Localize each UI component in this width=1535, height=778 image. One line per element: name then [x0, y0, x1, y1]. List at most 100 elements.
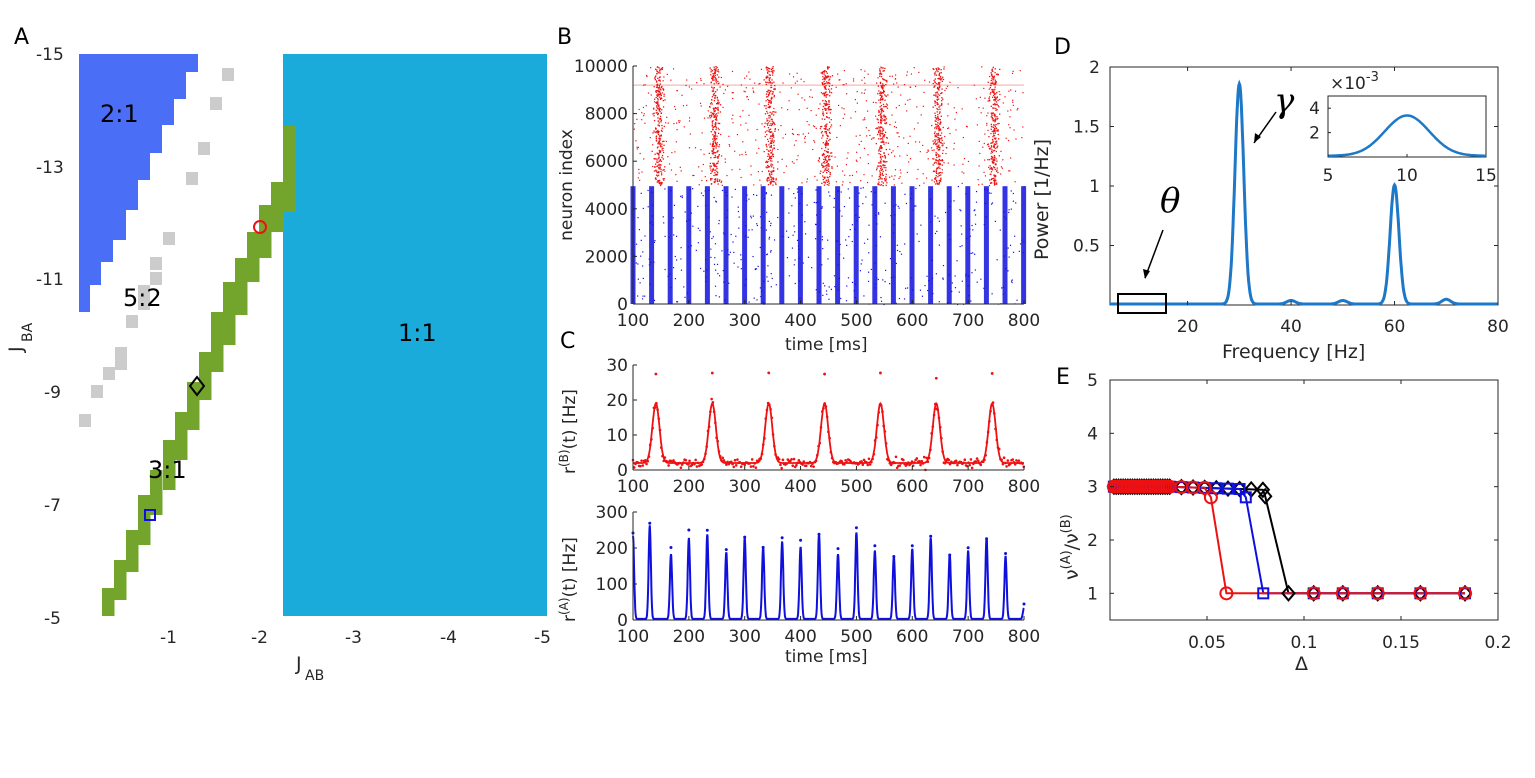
spike-b — [825, 132, 827, 134]
spike-b — [940, 69, 942, 71]
spike-b — [770, 97, 773, 99]
spike-b — [770, 163, 772, 165]
b-xlabel: time [ms] — [785, 335, 868, 355]
spike-b — [1022, 126, 1024, 128]
spike-b — [656, 132, 658, 134]
rate-b-point — [920, 459, 924, 463]
spike-b — [867, 73, 869, 75]
spike-b — [866, 181, 869, 184]
rate-b-point — [1011, 458, 1015, 461]
spike-b — [826, 129, 829, 131]
spike-b — [992, 103, 994, 106]
spike-a — [849, 228, 851, 231]
rate-b-point — [811, 462, 814, 466]
spike-a — [799, 297, 801, 299]
spike-b — [767, 96, 769, 98]
d-ytick: 0.5 — [1073, 237, 1100, 257]
spike-a — [856, 220, 858, 222]
spike-a — [951, 282, 953, 284]
spike-b — [864, 82, 866, 84]
spike-b — [997, 145, 999, 147]
spike-b — [660, 94, 663, 97]
spike-b — [750, 174, 752, 176]
spike-b — [768, 144, 770, 146]
spike-b — [771, 150, 774, 152]
spike-b — [769, 106, 772, 108]
spike-b — [896, 82, 898, 84]
spike-b — [994, 178, 996, 180]
spike-a — [699, 229, 701, 232]
spike-a — [756, 224, 758, 227]
spike-b — [716, 119, 718, 121]
spike-b — [683, 126, 685, 128]
spike-a — [875, 214, 877, 217]
spike-b — [771, 67, 774, 69]
spike-b — [945, 152, 947, 155]
spike-a — [817, 201, 819, 204]
spike-b — [767, 138, 769, 141]
burst-a — [667, 186, 673, 304]
spike-b — [882, 184, 884, 187]
spike-b — [884, 131, 887, 134]
spike-b — [714, 97, 716, 99]
spike-a — [680, 269, 683, 271]
spike-b — [828, 90, 831, 92]
spike-a — [969, 235, 971, 237]
spike-b — [756, 128, 758, 131]
spike-b — [935, 118, 937, 120]
rate-b-point — [808, 460, 812, 464]
spike-a — [1005, 218, 1007, 220]
spike-b — [714, 181, 716, 184]
spike-b — [937, 126, 939, 128]
spike-b — [879, 119, 882, 122]
spike-b — [827, 179, 830, 181]
e-marker-square — [1257, 587, 1270, 600]
spike-b — [658, 180, 660, 182]
spike-b — [753, 91, 755, 93]
spike-a — [680, 247, 682, 249]
burst-a — [853, 186, 859, 304]
spike-b — [865, 127, 867, 129]
spike-b — [693, 174, 695, 177]
spike-a — [980, 278, 982, 280]
rate-b-point — [881, 410, 884, 413]
spike-b — [714, 154, 716, 157]
green-cell — [175, 412, 188, 460]
rate-b-point — [777, 457, 781, 461]
spike-b — [660, 135, 663, 137]
spike-b — [714, 77, 716, 79]
spike-a — [974, 223, 977, 225]
spike-b — [938, 118, 940, 121]
spike-b — [883, 106, 885, 108]
spike-b — [992, 177, 995, 180]
spike-b — [767, 127, 770, 129]
spike-b — [716, 150, 719, 153]
spike-b — [701, 170, 703, 172]
spike-b — [654, 78, 657, 81]
spike-b — [722, 106, 724, 108]
rate-b-point — [639, 464, 642, 468]
spike-b — [649, 136, 651, 139]
spike-b — [938, 146, 940, 149]
spike-a — [911, 193, 913, 195]
rate-b-point — [909, 462, 913, 465]
spike-a — [876, 277, 878, 279]
spike-b — [715, 79, 717, 81]
spike-b — [731, 169, 733, 171]
spike-b — [719, 104, 722, 106]
a-xtick: -4 — [440, 628, 457, 648]
spike-b — [716, 172, 719, 174]
spike-b — [883, 110, 885, 112]
spike-a — [913, 205, 916, 207]
rate-b-point — [956, 463, 959, 467]
spike-b — [657, 103, 659, 106]
rate-b-point — [844, 458, 847, 462]
spike-b — [935, 171, 937, 173]
spike-b — [691, 88, 693, 90]
spike-b — [764, 135, 766, 138]
spike-b — [1009, 127, 1011, 129]
spike-b — [993, 130, 996, 133]
spike-b — [781, 107, 783, 109]
spike-b — [934, 81, 936, 83]
spike-b — [863, 77, 866, 79]
